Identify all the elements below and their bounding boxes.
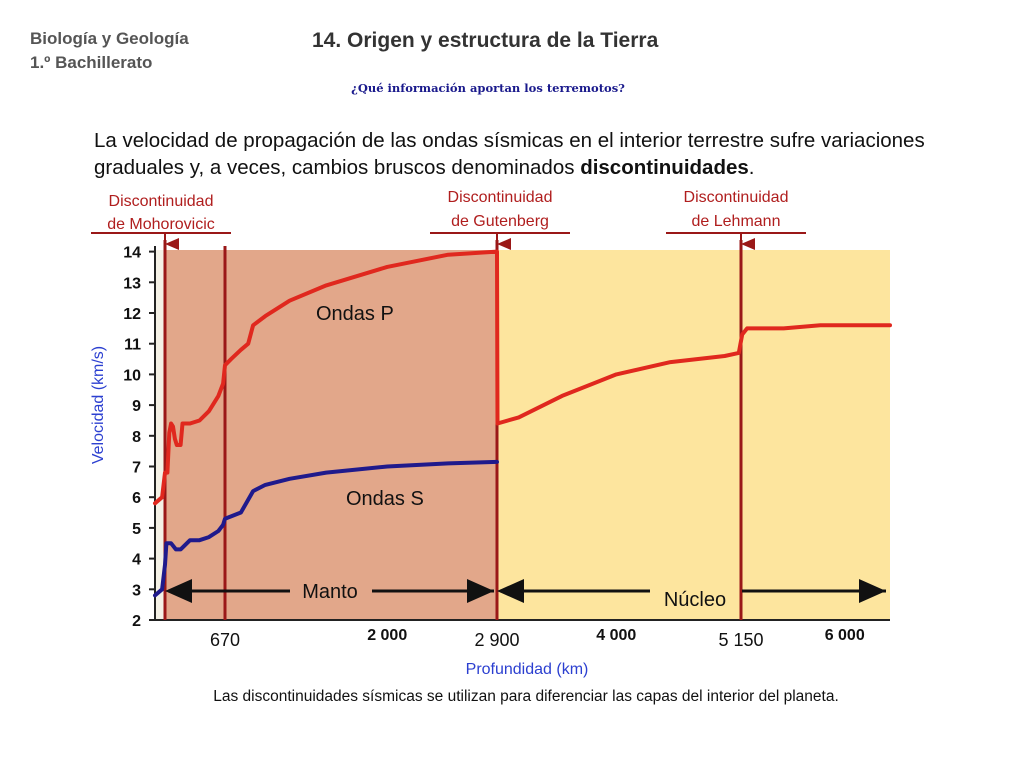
core-region [497, 250, 890, 620]
axes: 2 3 4 5 6 7 8 9 10 11 12 13 14 670 2 000 2 900 4 000 5 15… [90, 245, 890, 678]
discontinuity-label-line1: Discontinuidad [684, 189, 789, 206]
y-tick-label: 7 [132, 460, 141, 477]
x-tick-label: 2 000 [367, 627, 407, 644]
intro-text-after: . [748, 156, 755, 179]
s-wave-line [153, 459, 499, 598]
y-tick-label: 3 [132, 582, 141, 599]
region-backgrounds [155, 250, 890, 620]
y-tick-label: 12 [123, 306, 141, 323]
caption-text: Las discontinuidades sísmicas se utiliza… [213, 688, 839, 705]
x-tick-label: 2 900 [474, 630, 519, 650]
wave-series [153, 249, 892, 598]
y-tick-label: 10 [123, 367, 141, 384]
y-tick-label: 5 [132, 521, 141, 538]
course-subject: Biología y Geología [30, 29, 189, 48]
x-tick-label: 6 000 [825, 627, 865, 644]
s-wave-label: Ondas S [346, 488, 424, 510]
subtitle-text: ¿Qué información aportan los terremotos? [351, 81, 625, 95]
mantle-label: Manto [302, 581, 358, 603]
y-tick-label: 8 [132, 429, 141, 446]
chart-caption: Las discontinuidades sísmicas se utiliza… [0, 688, 1024, 706]
discontinuity-label-line2: de Mohorovicic [107, 216, 215, 233]
x-axis-title: Profundidad (km) [466, 661, 589, 678]
y-tick-label: 14 [123, 245, 141, 262]
p-wave-line [153, 249, 892, 506]
slide-subtitle: ¿Qué información aportan los terremotos? [0, 81, 1024, 95]
x-tick-label: 4 000 [596, 627, 636, 644]
mantle-region [165, 250, 497, 620]
y-tick-label: 2 [132, 613, 141, 630]
y-axis-title: Velocidad (km/s) [90, 346, 107, 464]
y-tick-label: 6 [132, 490, 141, 507]
intro-paragraph: La velocidad de propagación de las ondas… [94, 127, 994, 181]
crust-region [155, 250, 165, 620]
x-tick-label: 5 150 [718, 630, 763, 650]
p-wave-label: Ondas P [316, 303, 394, 325]
discontinuity-label-line2: de Gutenberg [451, 213, 549, 230]
discontinuity-label-line1: Discontinuidad [109, 193, 214, 210]
core-label: Núcleo [664, 589, 726, 611]
intro-bold: discontinuidades [580, 156, 749, 179]
discontinuity-label-line1: Discontinuidad [448, 189, 553, 206]
intro-text-before: La velocidad de propagación de las ondas… [94, 129, 925, 179]
course-level: 1.º Bachillerato [30, 53, 153, 72]
course-label: Biología y Geología 1.º Bachillerato [30, 27, 189, 75]
slide-title: 14. Origen y estructura de la Tierra [312, 29, 659, 52]
discontinuity-label-line2: de Lehmann [692, 213, 781, 230]
y-tick-label: 11 [124, 337, 141, 354]
y-tick-label: 4 [132, 552, 141, 569]
x-tick-label: 670 [210, 630, 240, 650]
y-tick-label: 13 [123, 275, 141, 292]
y-tick-label: 9 [132, 398, 141, 415]
chart-labels: Discontinuidad de Mohorovicic Discontinuid… [91, 189, 886, 611]
